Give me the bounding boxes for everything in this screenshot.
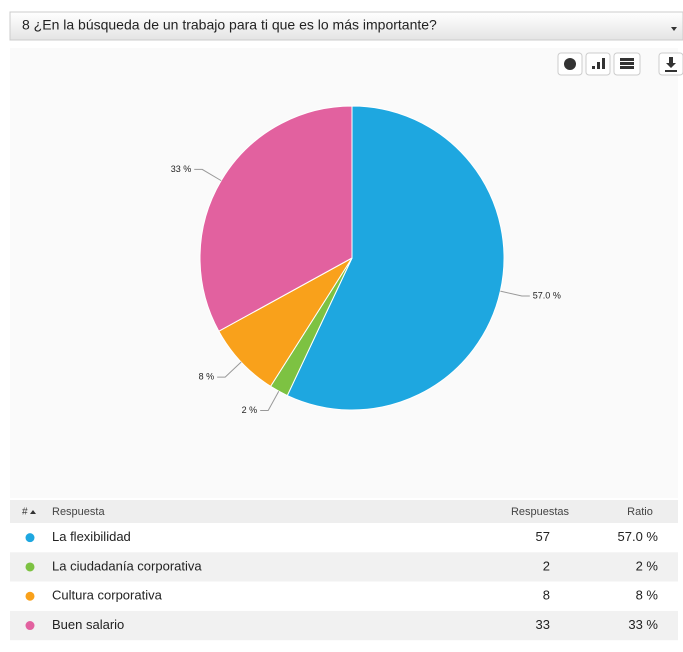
table-icon: [620, 58, 634, 69]
col-count[interactable]: Respuestas: [511, 506, 570, 518]
col-answer[interactable]: Respuesta: [52, 506, 105, 518]
pie-slice: [286, 105, 505, 411]
answer-ratio: 2 %: [636, 558, 659, 573]
table-row: [10, 552, 678, 582]
answer-count: 57: [536, 529, 550, 544]
data-label: 8 %: [199, 371, 215, 381]
sort-arrow: [30, 510, 36, 514]
question-title: 8 ¿En la búsqueda de un trabajo para ti …: [22, 17, 437, 33]
pie-icon: [564, 58, 576, 70]
answer-count: 33: [536, 617, 550, 632]
answer-ratio: 57.0 %: [618, 529, 659, 544]
answer-label: La flexibilidad: [52, 529, 131, 544]
answer-label: La ciudadanía corporativa: [52, 558, 202, 573]
answer-label: Buen salario: [52, 617, 124, 632]
data-label: 2 %: [242, 405, 258, 415]
download-icon: [665, 57, 677, 72]
table-row: [10, 523, 678, 553]
col-ratio[interactable]: Ratio: [627, 506, 653, 518]
toolbar: [557, 52, 683, 76]
leader-line: [194, 168, 222, 182]
legend-dot: [25, 621, 35, 631]
leader-line: [260, 390, 280, 411]
legend-dot: [25, 533, 35, 543]
legend-dot: [25, 591, 35, 601]
answer-label: Cultura corporativa: [52, 588, 163, 603]
legend-dot: [25, 562, 35, 572]
leader-line: [500, 290, 530, 297]
dropdown-arrow[interactable]: [671, 27, 677, 31]
answer-count: 8: [543, 588, 550, 603]
col-index[interactable]: #: [22, 507, 28, 518]
answer-ratio: 8 %: [636, 588, 659, 603]
data-label: 33 %: [171, 164, 192, 174]
pie-slice: [199, 105, 353, 332]
answer-ratio: 33 %: [628, 617, 658, 632]
bar-icon: [592, 58, 605, 69]
question-header[interactable]: [9, 11, 683, 41]
answer-count: 2: [543, 558, 550, 573]
leader-line: [217, 361, 242, 378]
table-header: [10, 500, 678, 523]
data-label: 57.0 %: [533, 290, 561, 300]
table-row: [10, 610, 678, 641]
table-row: [10, 581, 678, 611]
